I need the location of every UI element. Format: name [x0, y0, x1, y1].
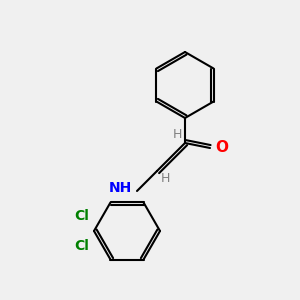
Text: O: O — [215, 140, 228, 155]
Text: H: H — [172, 128, 182, 142]
Text: H: H — [160, 172, 170, 185]
Text: Cl: Cl — [75, 239, 89, 253]
Text: NH: NH — [109, 181, 132, 195]
Text: Cl: Cl — [75, 209, 89, 223]
